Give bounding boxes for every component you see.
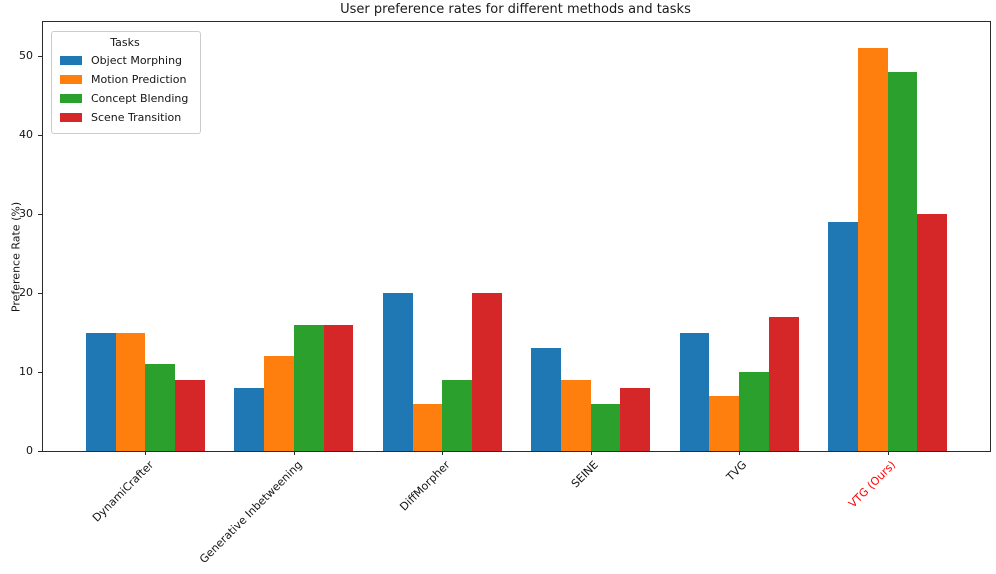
- bar: [175, 379, 205, 451]
- bar: [857, 48, 888, 451]
- bar: [382, 293, 413, 451]
- bar: [412, 403, 443, 451]
- x-tick-mark: [739, 451, 741, 455]
- bar: [234, 387, 265, 451]
- plot-area: 0 10 20 30 40 50 DynamiCrafter Generative Inbe…: [10, 21, 991, 566]
- legend-item: Scene Transition: [60, 108, 190, 127]
- y-tick-label: 30: [19, 206, 33, 220]
- legend-swatch-icon: [60, 94, 82, 103]
- x-tick-label: Generative Inbetweening: [196, 458, 305, 566]
- bar: [293, 324, 324, 451]
- x-tick-label: TVG: [724, 458, 750, 484]
- y-tick-mark: [38, 451, 42, 452]
- bar: [323, 324, 354, 451]
- bar: [442, 379, 472, 451]
- y-tick-mark: [38, 55, 42, 57]
- bar: [145, 364, 176, 451]
- bar: [86, 332, 116, 451]
- legend-item: Motion Prediction: [60, 70, 190, 89]
- y-axis-title: Preference Rate (%): [9, 201, 23, 313]
- x-tick-label: DiffMorpher: [397, 458, 453, 514]
- bar: [768, 316, 799, 451]
- x-tick-mark: [442, 451, 444, 455]
- legend-label: Concept Blending: [91, 92, 189, 105]
- x-tick-mark: [887, 451, 889, 455]
- x-tick-label: SEINE: [569, 458, 602, 491]
- bar: [590, 403, 621, 451]
- y-tick-label: 40: [19, 127, 33, 141]
- legend-label: Motion Prediction: [91, 73, 187, 86]
- bar: [709, 395, 740, 451]
- bar: [917, 213, 947, 451]
- x-tick-label: DynamiCrafter: [89, 458, 156, 525]
- legend-title: Tasks: [110, 36, 140, 49]
- bar: [471, 293, 502, 451]
- y-tick-mark: [38, 213, 42, 215]
- x-tick-mark: [293, 451, 295, 455]
- y-tick-label: 50: [19, 48, 33, 62]
- legend-item: Object Morphing: [60, 51, 190, 70]
- bar: [828, 221, 858, 451]
- legend-label: Scene Transition: [91, 111, 182, 124]
- y-tick-label: 0: [26, 444, 33, 457]
- legend-items: Object Morphing Motion Prediction Concept …: [60, 51, 190, 127]
- y-tick-mark: [38, 134, 42, 136]
- y-tick-label: 20: [19, 285, 33, 299]
- x-tick-mark: [590, 451, 592, 455]
- y-tick-mark: [38, 371, 42, 373]
- bar: [887, 71, 918, 451]
- bar: [679, 332, 710, 451]
- bar: [739, 372, 769, 451]
- legend-swatch-icon: [60, 56, 82, 65]
- bar: [531, 348, 561, 451]
- x-tick-mark: [145, 451, 147, 455]
- bar: [264, 356, 294, 451]
- bar: [561, 379, 591, 451]
- legend-item: Concept Blending: [60, 89, 190, 108]
- y-tick-label: 10: [19, 364, 33, 378]
- bar: [115, 332, 146, 451]
- chart-title: User preference rates for different meth…: [340, 2, 691, 17]
- bar: [620, 387, 651, 451]
- legend-label: Object Morphing: [91, 54, 183, 67]
- legend: Tasks Object Morphing Motion Prediction Co…: [51, 31, 201, 134]
- legend-swatch-icon: [60, 75, 82, 84]
- x-tick-label: VTG (Ours): [845, 458, 899, 511]
- legend-swatch-icon: [60, 113, 82, 122]
- y-tick-mark: [38, 292, 42, 294]
